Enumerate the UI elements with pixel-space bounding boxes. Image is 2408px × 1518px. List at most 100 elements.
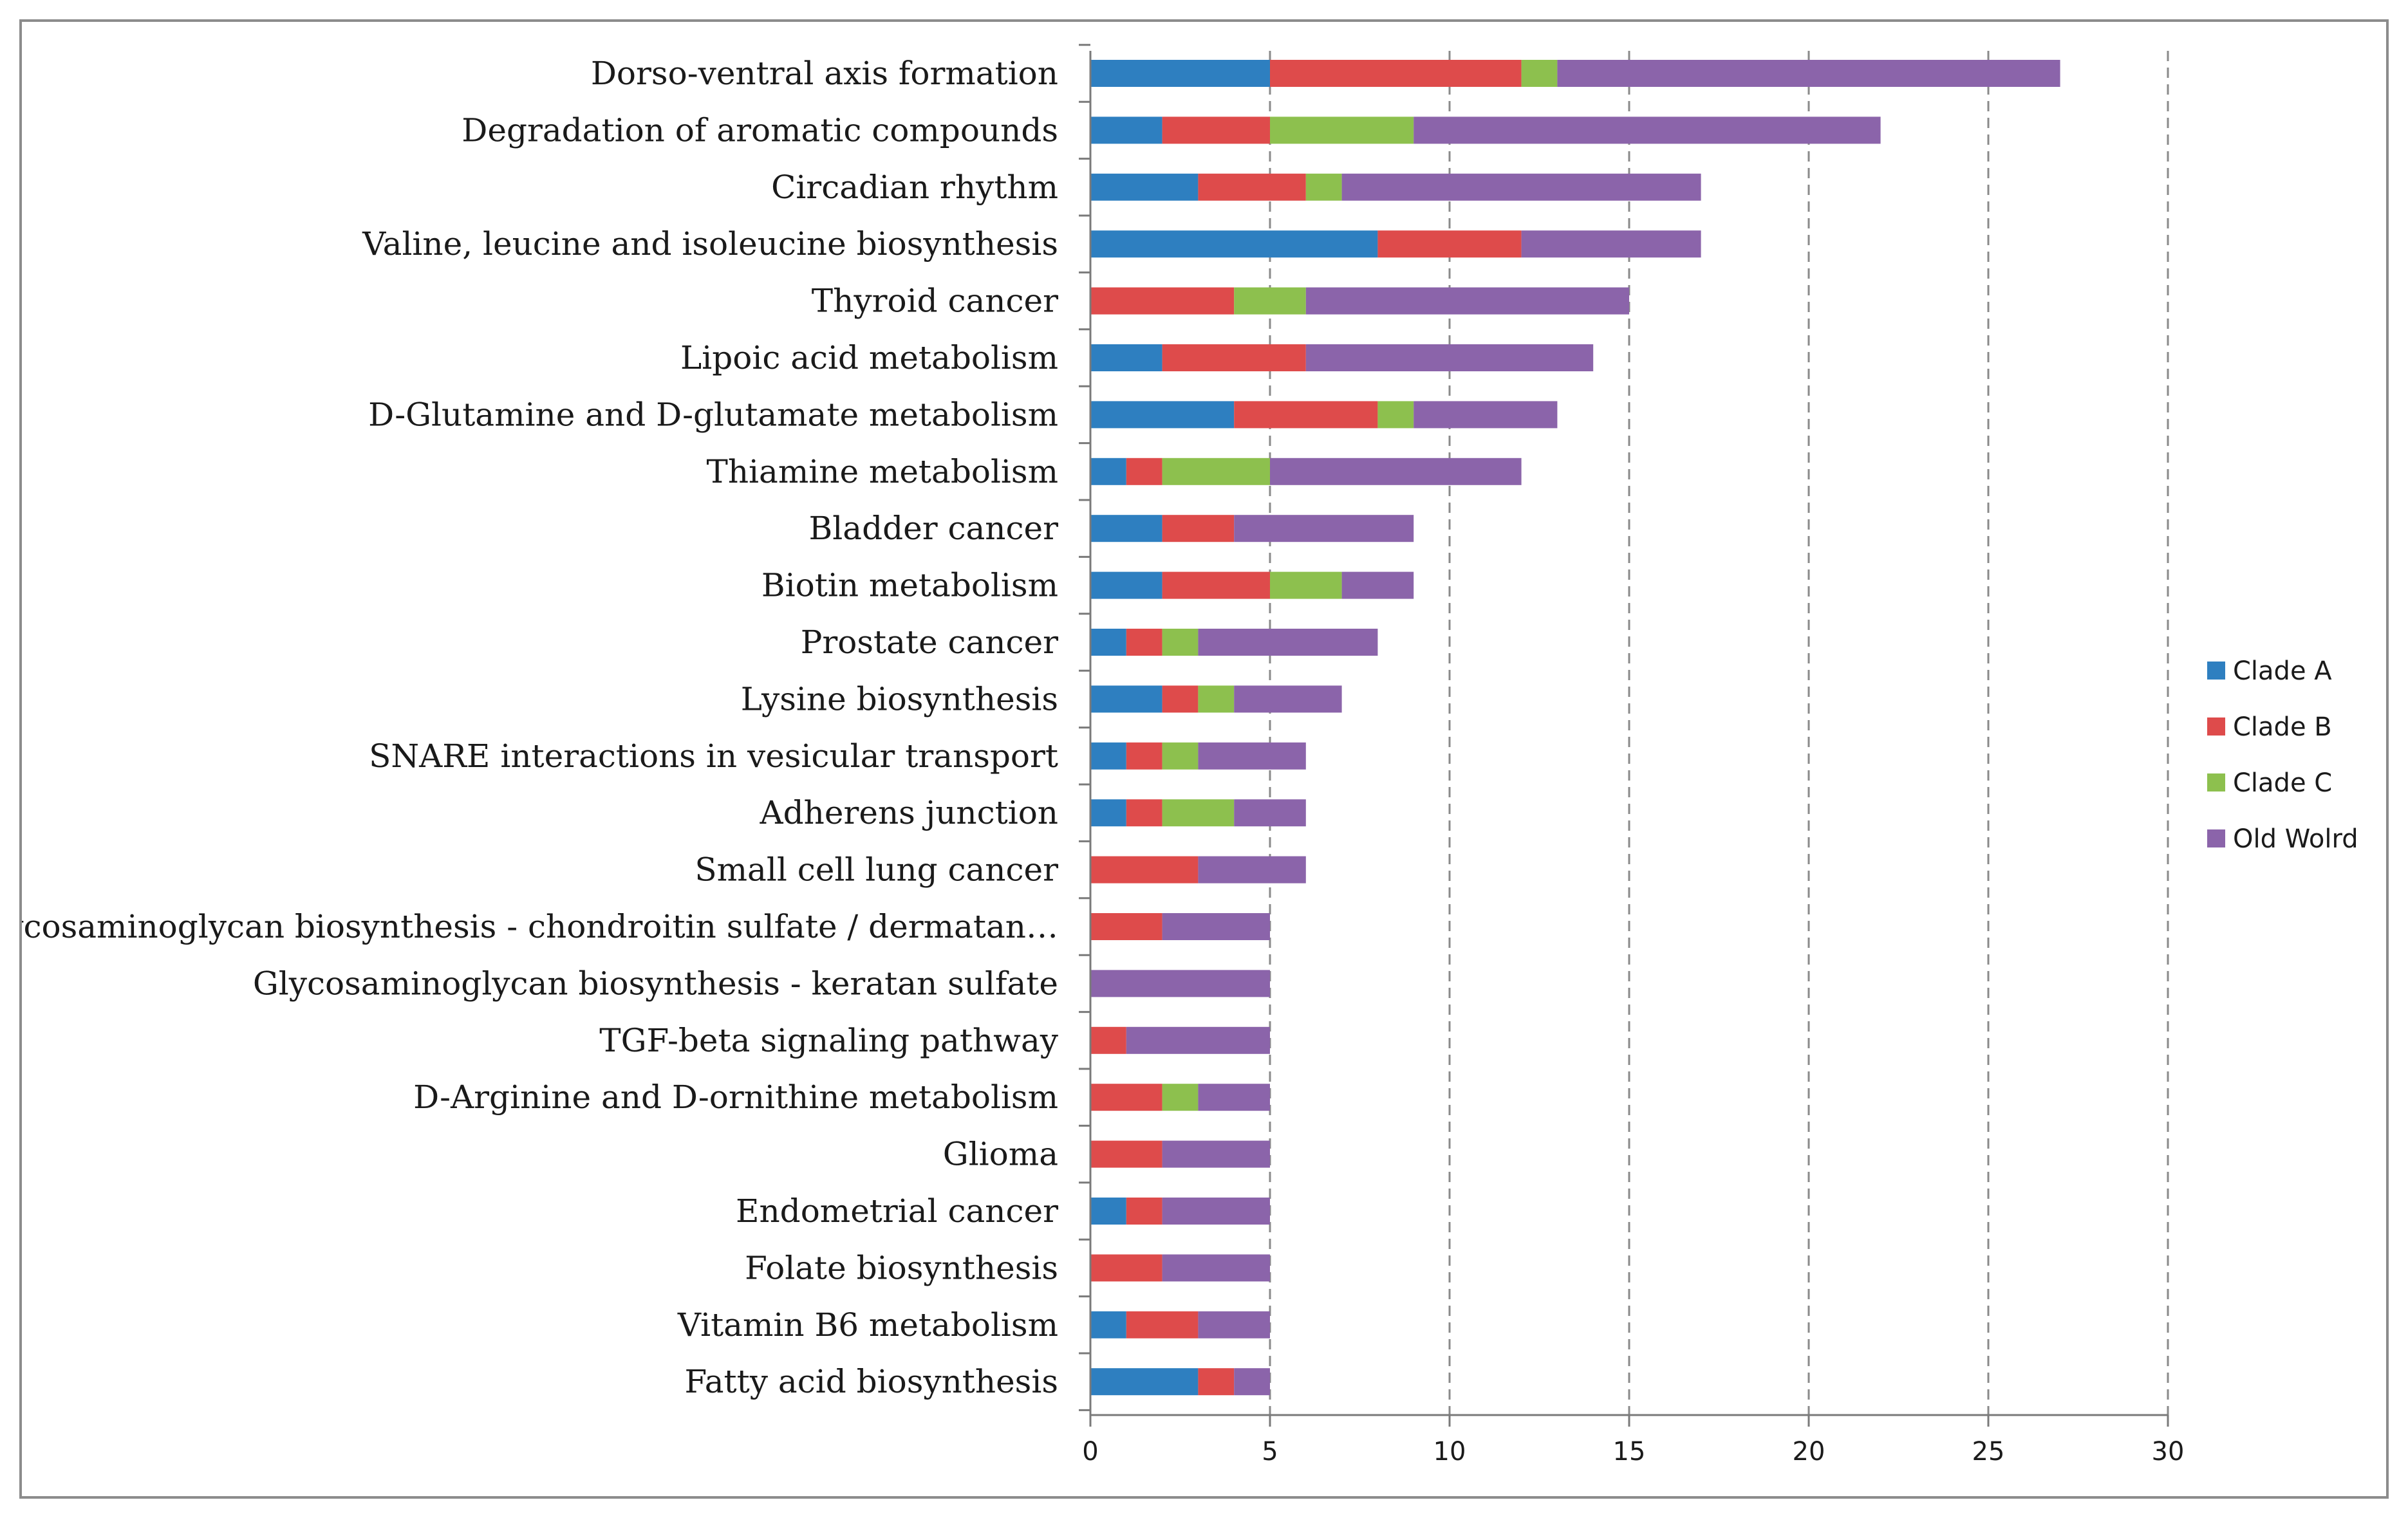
legend-label: Clade A xyxy=(2233,656,2332,686)
bar-segment-clade-c xyxy=(1162,799,1235,827)
category-label: Lysine biosynthesis xyxy=(741,680,1058,717)
bar-segment-clade-c xyxy=(1234,287,1306,315)
bar-segment-clade-b xyxy=(1126,742,1162,770)
bar-segment-clade-a xyxy=(1090,1368,1199,1396)
bar-segment-clade-b xyxy=(1090,856,1199,884)
legend-label: Old Wolrd xyxy=(2233,824,2358,854)
bar-segment-old-wolrd xyxy=(1126,1026,1270,1054)
stacked-bar-chart: Dorso-ventral axis formation Degradation … xyxy=(22,44,2358,1467)
bar-segment-clade-b xyxy=(1090,1026,1126,1054)
category-label: Endometrial cancer xyxy=(736,1192,1058,1230)
legend-swatch xyxy=(2207,662,2225,680)
bar-segment-clade-c xyxy=(1198,685,1235,713)
category-label: Folate biosynthesis xyxy=(745,1249,1058,1286)
bar-segment-old-wolrd xyxy=(1198,629,1378,656)
x-tick-label: 15 xyxy=(1613,1437,1646,1467)
bar-segment-clade-b xyxy=(1126,799,1162,827)
bar-segment-clade-b xyxy=(1162,685,1199,713)
bar-segment-clade-a xyxy=(1090,173,1199,201)
bar-segment-clade-c xyxy=(1377,401,1414,429)
bar-segment-old-wolrd xyxy=(1270,458,1522,485)
legend-label: Clade B xyxy=(2233,712,2332,742)
bar-segment-clade-a xyxy=(1090,230,1378,258)
legend: Clade A Clade B Clade C Old Wolrd xyxy=(2207,656,2358,854)
category-label: D-Arginine and D-ornithine metabolism xyxy=(413,1078,1058,1116)
legend-label: Clade C xyxy=(2233,768,2332,798)
category-label: TGF-beta signaling pathway xyxy=(599,1022,1058,1059)
bar-segment-clade-b xyxy=(1234,401,1378,429)
legend-swatch xyxy=(2207,773,2225,791)
category-label: SNARE interactions in vesicular transpor… xyxy=(369,737,1058,775)
axes xyxy=(1079,44,2169,1427)
bar-segment-clade-b xyxy=(1126,1198,1162,1225)
bar-segment-old-wolrd xyxy=(1414,401,1558,429)
category-label: Thiamine metabolism xyxy=(706,453,1058,490)
bar-segment-old-wolrd xyxy=(1162,1140,1270,1168)
bar-segment-clade-b xyxy=(1090,913,1162,940)
bar-segment-clade-c xyxy=(1162,742,1199,770)
bar-segment-old-wolrd xyxy=(1305,287,1629,315)
bar-segment-old-wolrd xyxy=(1162,1198,1270,1225)
bar-segment-clade-c xyxy=(1270,116,1414,144)
bar-segment-clade-a xyxy=(1090,799,1126,827)
bar-segment-clade-b xyxy=(1198,1368,1235,1396)
bar-segment-old-wolrd xyxy=(1198,1311,1270,1338)
legend-swatch xyxy=(2207,829,2225,847)
bar-segment-clade-b xyxy=(1162,116,1270,144)
bar-segment-clade-c xyxy=(1162,458,1270,485)
bar-segment-old-wolrd xyxy=(1198,856,1306,884)
bar-segment-clade-b xyxy=(1377,230,1522,258)
category-label: Circadian rhythm xyxy=(771,169,1058,206)
bar-segment-clade-a xyxy=(1090,742,1126,770)
bar-segment-old-wolrd xyxy=(1198,742,1306,770)
bar-segment-old-wolrd xyxy=(1521,230,1701,258)
category-label: Fatty acid biosynthesis xyxy=(684,1363,1058,1400)
bar-segment-old-wolrd xyxy=(1341,173,1701,201)
bar-segment-clade-c xyxy=(1162,629,1199,656)
x-tick-label: 10 xyxy=(1433,1437,1466,1467)
bars xyxy=(1090,60,2060,1396)
x-tick-label: 25 xyxy=(1972,1437,2005,1467)
bar-segment-old-wolrd xyxy=(1162,1254,1270,1282)
x-tick-label: 20 xyxy=(1793,1437,1825,1467)
bar-segment-clade-a xyxy=(1090,1311,1126,1338)
bar-segment-clade-a xyxy=(1090,685,1162,713)
bar-segment-old-wolrd xyxy=(1234,799,1306,827)
bar-segment-clade-a xyxy=(1090,629,1126,656)
bar-segment-clade-c xyxy=(1305,173,1342,201)
category-label: Biotin metabolism xyxy=(761,567,1058,604)
bar-segment-clade-b xyxy=(1090,287,1235,315)
gridlines xyxy=(1269,51,2169,1415)
bar-segment-old-wolrd xyxy=(1234,515,1414,542)
bar-segment-old-wolrd xyxy=(1090,970,1270,997)
bar-segment-clade-b xyxy=(1126,629,1162,656)
category-label: Dorso-ventral axis formation xyxy=(591,55,1058,92)
bar-segment-old-wolrd xyxy=(1198,1084,1270,1111)
bar-segment-old-wolrd xyxy=(1341,571,1414,599)
bar-segment-clade-b xyxy=(1126,1311,1199,1338)
bar-segment-clade-a xyxy=(1090,515,1162,542)
category-labels: Dorso-ventral axis formation Degradation … xyxy=(22,55,1059,1400)
category-label: Prostate cancer xyxy=(801,624,1058,661)
bar-segment-clade-b xyxy=(1090,1084,1162,1111)
legend-swatch xyxy=(2207,717,2225,736)
category-label: Degradation of aromatic compounds xyxy=(462,111,1058,149)
bar-segment-clade-c xyxy=(1162,1084,1199,1111)
bar-segment-clade-b xyxy=(1270,60,1522,87)
bar-segment-clade-a xyxy=(1090,116,1162,144)
bar-segment-clade-a xyxy=(1090,60,1270,87)
x-tick-label: 0 xyxy=(1082,1437,1098,1467)
bar-segment-old-wolrd xyxy=(1305,344,1594,371)
bar-segment-clade-b xyxy=(1090,1140,1162,1168)
category-label: Glycosaminoglycan biosynthesis - chondro… xyxy=(22,908,1058,945)
bar-segment-clade-a xyxy=(1090,401,1235,429)
bar-segment-clade-c xyxy=(1521,60,1558,87)
x-tick-label: 5 xyxy=(1262,1437,1278,1467)
category-label: Valine, leucine and isoleucine biosynthe… xyxy=(362,225,1058,263)
category-label: Small cell lung cancer xyxy=(695,851,1058,889)
x-tick-label: 30 xyxy=(2152,1437,2185,1467)
bar-segment-clade-b xyxy=(1162,571,1270,599)
bar-segment-clade-a xyxy=(1090,571,1162,599)
bar-segment-clade-a xyxy=(1090,458,1126,485)
category-label: Glycosaminoglycan biosynthesis - keratan… xyxy=(253,965,1058,1002)
